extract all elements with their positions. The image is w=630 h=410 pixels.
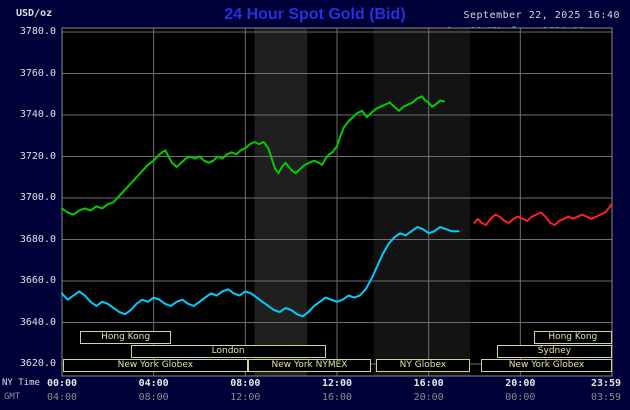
y-axis-tick-label: 3680.0 <box>19 233 56 245</box>
x-axis-ny-tick-label: 12:00 <box>321 378 353 389</box>
ny-time-axis-label: NY Time <box>2 378 40 388</box>
session-box-ny-globex: NY Globex <box>375 359 470 372</box>
y-axis-tick-label: 3660.0 <box>19 275 56 286</box>
x-axis-gmt-tick-label: 08:00 <box>138 392 169 403</box>
session-box-hong-kong: Hong Kong <box>534 331 612 344</box>
series-line-sep-22-last <box>61 95 445 216</box>
session-box-london: London <box>130 345 326 358</box>
series-line-sep-21-sunday <box>473 203 613 226</box>
x-axis-ny-tick-label: 04:00 <box>138 378 169 389</box>
y-axis-tick-label: 3760.0 <box>19 67 56 79</box>
gmt-axis-label: GMT <box>4 392 21 402</box>
x-axis-gmt-tick-label: 16:00 <box>321 392 353 403</box>
chart-title: 24 Hour Spot Gold (Bid) <box>224 6 406 23</box>
chart-datetime: September 22, 2025 16:40 <box>463 10 620 21</box>
y-axis-units-label: USD/oz <box>16 8 53 19</box>
x-axis-ny-tick-label: 00:00 <box>46 378 78 389</box>
session-box-new-york-globex: New York Globex <box>481 359 612 372</box>
x-axis-gmt-tick-label: 04:00 <box>46 392 78 403</box>
session-box-sydney: Sydney <box>497 345 612 358</box>
x-axis-gmt-tick-label: 00:00 <box>505 392 536 403</box>
y-axis-tick-label: 3740.0 <box>19 109 56 120</box>
session-shading-band <box>373 28 470 376</box>
x-axis-gmt-tick-label: 03:59 <box>590 392 622 403</box>
y-axis-tick-label: 3620.0 <box>19 358 56 369</box>
x-axis-ny-tick-label: 23:59 <box>590 378 622 389</box>
x-axis-gmt-tick-label: 12:00 <box>230 392 261 403</box>
y-axis-tick-label: 3700.0 <box>19 192 56 203</box>
series-line-sep-19-ny-close <box>61 226 460 318</box>
session-box-hong-kong: Hong Kong <box>80 331 171 344</box>
x-axis-ny-tick-label: 20:00 <box>505 378 536 389</box>
y-axis-tick-label: 3720.0 <box>19 150 56 162</box>
plot-border <box>61 27 613 377</box>
x-axis-ny-tick-label: 16:00 <box>413 378 444 389</box>
x-axis-gmt-tick-label: 20:00 <box>413 392 444 403</box>
y-axis-tick-label: 3640.0 <box>19 316 56 328</box>
session-box-new-york-globex: New York Globex <box>63 359 248 372</box>
x-axis-ny-tick-label: 08:00 <box>230 378 261 389</box>
session-shading-band <box>254 28 308 376</box>
y-axis-tick-label: 3780.0 <box>19 26 56 37</box>
session-box-new-york-nymex: New York NYMEX <box>247 359 372 372</box>
